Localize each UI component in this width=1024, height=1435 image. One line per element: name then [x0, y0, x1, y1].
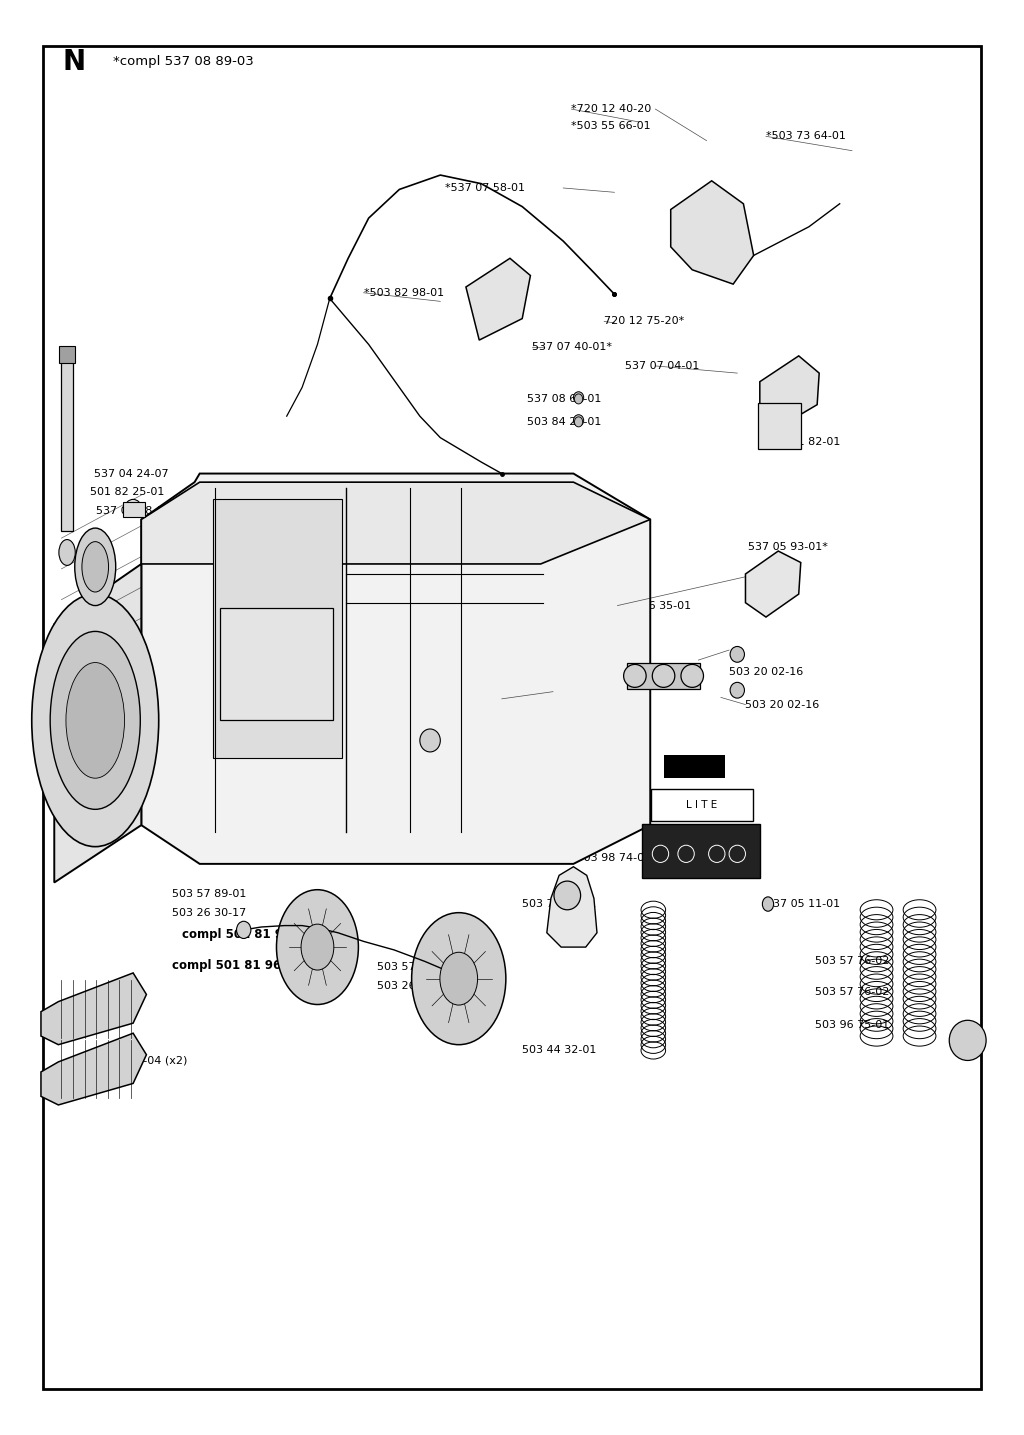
Bar [758, 403, 801, 449]
Bar [651, 789, 753, 821]
Text: *503 98 74-01: *503 98 74-01 [571, 854, 651, 862]
Text: L I T E: L I T E [686, 801, 718, 809]
Text: *503 22 65-04: *503 22 65-04 [236, 518, 315, 527]
Text: 537 06 35-01: 537 06 35-01 [617, 601, 691, 610]
Text: *537 07 58-01: *537 07 58-01 [445, 184, 525, 192]
Polygon shape [54, 564, 141, 883]
Bar [61, 352, 73, 531]
Text: 503 82 33-02: 503 82 33-02 [502, 695, 577, 703]
Text: 503 26 30-17: 503 26 30-17 [377, 982, 452, 990]
Ellipse shape [125, 499, 141, 517]
Ellipse shape [440, 953, 477, 1004]
Text: 503 84 26-01: 503 84 26-01 [527, 418, 602, 426]
Text: (JP only): (JP only) [571, 822, 617, 831]
Bar [627, 663, 700, 689]
Ellipse shape [949, 1020, 986, 1060]
Ellipse shape [574, 418, 583, 428]
Text: 503 71 82-01: 503 71 82-01 [766, 438, 841, 446]
Polygon shape [745, 551, 801, 617]
Ellipse shape [420, 729, 440, 752]
Text: *compl 537 08 89-03: *compl 537 08 89-03 [113, 55, 253, 69]
Text: 503 57 89-01: 503 57 89-01 [172, 890, 247, 898]
Text: 537 28 23-01*: 537 28 23-01* [244, 538, 324, 547]
Ellipse shape [573, 415, 584, 426]
Ellipse shape [32, 594, 159, 847]
Text: 503 57 76-02: 503 57 76-02 [815, 957, 890, 966]
Polygon shape [671, 181, 754, 284]
Text: 503 20 02-16: 503 20 02-16 [745, 700, 820, 709]
Bar [220, 608, 333, 720]
Text: 503 98 13-01*: 503 98 13-01* [344, 759, 424, 768]
Bar [664, 755, 725, 778]
Text: 537 07 40-01*: 537 07 40-01* [532, 343, 612, 352]
Text: N: N [62, 47, 85, 76]
Text: 530 02 61-19*: 530 02 61-19* [344, 740, 424, 749]
Text: 503 20 02-16: 503 20 02-16 [553, 646, 628, 654]
Bar [59, 346, 75, 363]
Text: compl 501 81 96-04: compl 501 81 96-04 [182, 927, 312, 941]
Ellipse shape [554, 881, 581, 910]
Ellipse shape [652, 664, 675, 687]
Bar [642, 824, 760, 878]
Text: compl 501 81 96-02: compl 501 81 96-02 [172, 959, 302, 973]
Ellipse shape [75, 528, 116, 606]
Ellipse shape [301, 924, 334, 970]
Ellipse shape [237, 921, 251, 938]
Ellipse shape [82, 541, 109, 593]
Text: 503 57 89-01: 503 57 89-01 [377, 963, 452, 971]
Text: 537 05 93-01*: 537 05 93-01* [748, 542, 827, 551]
Text: *503 55 66-01: *503 55 66-01 [571, 122, 651, 131]
Text: 503 57 76-02: 503 57 76-02 [815, 987, 890, 996]
Ellipse shape [681, 664, 703, 687]
Text: 503 96 75-01: 503 96 75-01 [815, 1020, 890, 1029]
Text: 537 04 24-07: 537 04 24-07 [94, 469, 169, 478]
Ellipse shape [573, 392, 584, 403]
Text: *503 82 98-01: *503 82 98-01 [364, 288, 443, 297]
Ellipse shape [59, 540, 76, 565]
Polygon shape [760, 356, 819, 428]
Text: (JP only): (JP only) [571, 781, 617, 789]
Text: 537 08 64-01: 537 08 64-01 [527, 395, 602, 403]
Ellipse shape [66, 663, 125, 778]
Ellipse shape [412, 913, 506, 1045]
Ellipse shape [730, 646, 744, 662]
Text: 537 09 80-01: 537 09 80-01 [571, 805, 646, 814]
Ellipse shape [730, 682, 744, 699]
Ellipse shape [624, 664, 646, 687]
Polygon shape [41, 973, 146, 1045]
Text: 537 07 04-01: 537 07 04-01 [625, 362, 699, 370]
Ellipse shape [762, 897, 774, 911]
Polygon shape [141, 482, 650, 564]
Ellipse shape [574, 393, 583, 405]
Polygon shape [41, 1033, 146, 1105]
Text: *720 12 40-20: *720 12 40-20 [571, 105, 651, 113]
Polygon shape [141, 474, 650, 864]
Text: 503 73 58-01: 503 73 58-01 [522, 900, 597, 908]
Text: 501 82 25-01: 501 82 25-01 [90, 488, 165, 497]
Ellipse shape [276, 890, 358, 1004]
Text: 720 12 75-20*: 720 12 75-20* [604, 317, 684, 326]
Text: 503 85 38-04 (x2): 503 85 38-04 (x2) [87, 1056, 187, 1065]
Bar [213, 499, 342, 758]
Bar [123, 502, 145, 517]
Text: 537 05 28-01*: 537 05 28-01* [96, 507, 176, 515]
Ellipse shape [50, 631, 140, 809]
Polygon shape [466, 258, 530, 340]
Polygon shape [547, 867, 597, 947]
Text: 537 12 76-01: 537 12 76-01 [571, 763, 646, 772]
Text: 503 26 30-17: 503 26 30-17 [172, 908, 247, 917]
Text: 537 05 11-01: 537 05 11-01 [766, 900, 840, 908]
Text: 503 44 32-01: 503 44 32-01 [522, 1046, 597, 1055]
Text: 503 20 02-16: 503 20 02-16 [729, 667, 804, 676]
Text: *503 73 64-01: *503 73 64-01 [766, 132, 846, 141]
